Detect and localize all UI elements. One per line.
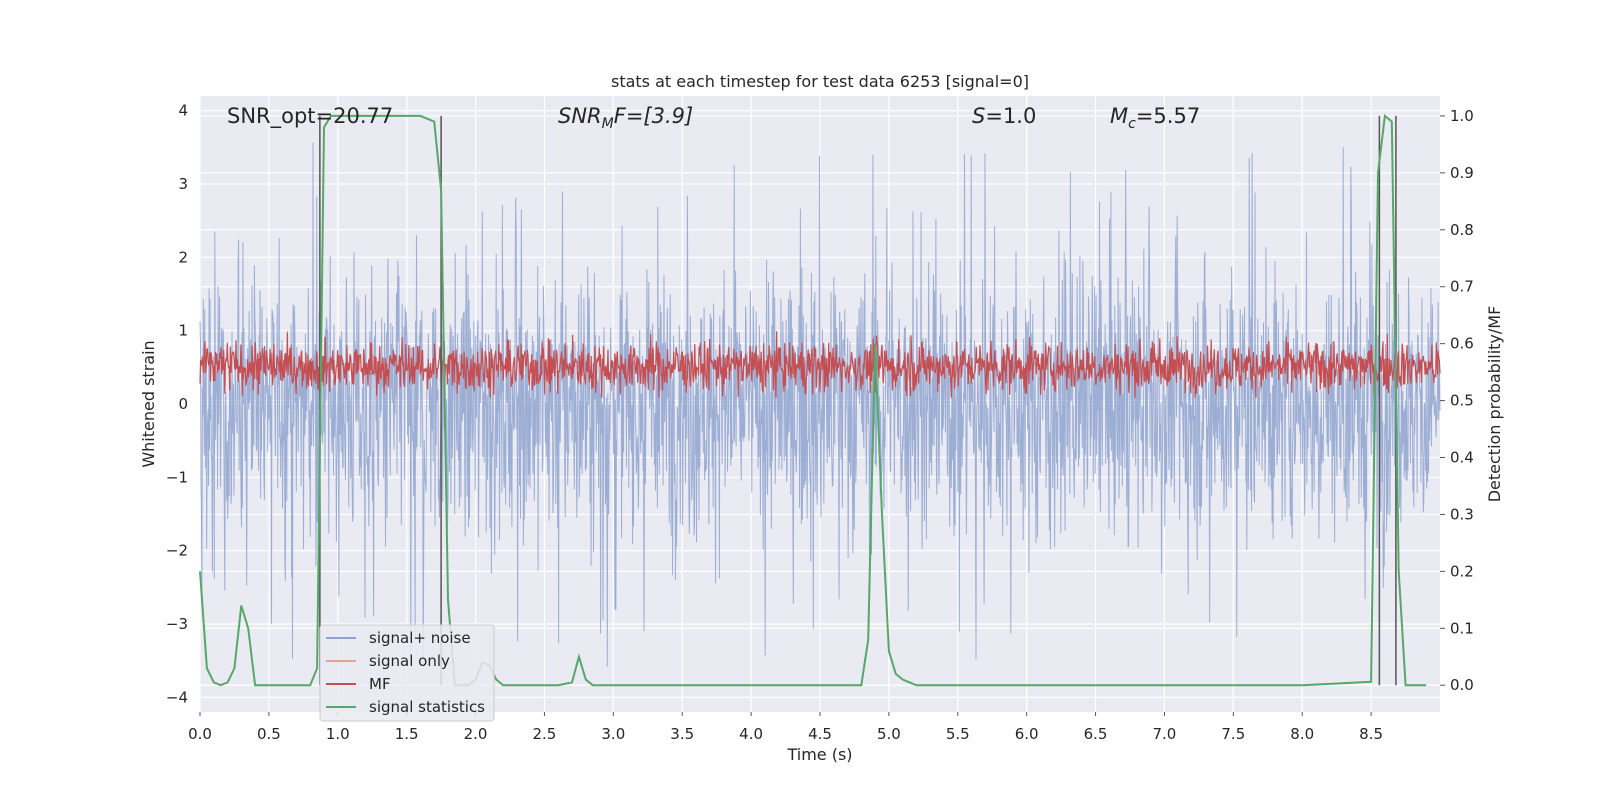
x-tick-label: 1.5	[395, 725, 419, 743]
legend-label-signal-only: signal only	[369, 652, 450, 670]
x-tick-label: 8.5	[1359, 725, 1383, 743]
x-tick-label: 3.0	[601, 725, 625, 743]
y-right-tick-label: 0.1	[1450, 619, 1474, 637]
y-right-tick-label: 0.9	[1450, 164, 1474, 182]
legend-label-mf: MF	[369, 675, 391, 693]
x-tick-label: 5.5	[946, 725, 970, 743]
x-tick-label: 7.0	[1153, 725, 1177, 743]
chart-title: stats at each timestep for test data 625…	[611, 72, 1029, 91]
y-left-tick-label: 2	[178, 248, 188, 266]
y-left-tick-label: −4	[166, 688, 188, 706]
y-axis-label-right: Detection probability/MF	[1485, 306, 1504, 503]
annotation-snr-opt: SNR_opt=20.77	[227, 104, 393, 129]
y-left-tick-label: −3	[166, 615, 188, 633]
y-right-tick-label: 0.0	[1450, 676, 1474, 694]
x-tick-label: 2.0	[464, 725, 488, 743]
x-tick-label: 4.5	[808, 725, 832, 743]
y-right-tick-label: 0.8	[1450, 221, 1474, 239]
y-left-tick-label: 1	[178, 322, 188, 340]
legend-label-signal-noise: signal+ noise	[369, 629, 471, 647]
x-tick-label: 1.0	[326, 725, 350, 743]
y-axis-label-left: Whitened strain	[139, 340, 158, 467]
series-mf	[199, 331, 1441, 398]
legend-box	[319, 624, 495, 722]
y-right-tick-label: 1.0	[1450, 107, 1474, 125]
x-tick-label: 6.0	[1015, 725, 1039, 743]
line-signal-statistics	[199, 113, 1427, 687]
series-signal-statistics	[199, 113, 1427, 687]
x-tick-label: 5.0	[877, 725, 901, 743]
y-right-tick-label: 0.3	[1450, 505, 1474, 523]
line-mf	[199, 331, 1441, 398]
x-tick-label: 0.0	[188, 725, 212, 743]
x-tick-label: 7.5	[1221, 725, 1245, 743]
y-right-tick-label: 0.7	[1450, 278, 1474, 296]
annotation-mc: Mc=5.57	[1110, 104, 1200, 132]
x-axis-label: Time (s)	[786, 745, 852, 764]
x-tick-label: 3.5	[670, 725, 694, 743]
y-right-tick-label: 0.2	[1450, 562, 1474, 580]
x-tick-label: 6.5	[1084, 725, 1108, 743]
tick-labels: 0.0 0.5 1.0 1.5 2.0 2.5 3.0 3.5 4.0 4.5 5.0 5.5 6.0 6…	[166, 102, 1474, 743]
y-left-tick-label: −1	[166, 468, 188, 486]
y-left-tick-label: 4	[178, 102, 188, 120]
y-left-tick-label: 0	[178, 395, 188, 413]
legend-label-signal-statistics: signal statistics	[369, 698, 485, 716]
y-left-tick-label: 3	[178, 175, 188, 193]
x-tick-label: 2.5	[533, 725, 557, 743]
y-right-tick-label: 0.4	[1450, 449, 1474, 467]
legend: signal+ noise signal only MF signal stat…	[319, 624, 495, 722]
x-tick-label: 0.5	[257, 725, 281, 743]
y-right-tick-label: 0.5	[1450, 392, 1474, 410]
annotation-s: S=1.0	[972, 104, 1036, 128]
annotation-snr-mf: SNRMF=[3.9]	[558, 104, 693, 132]
x-tick-label: 4.0	[739, 725, 763, 743]
x-tick-label: 8.0	[1290, 725, 1314, 743]
y-left-tick-label: −2	[166, 542, 188, 560]
y-right-tick-label: 0.6	[1450, 335, 1474, 353]
